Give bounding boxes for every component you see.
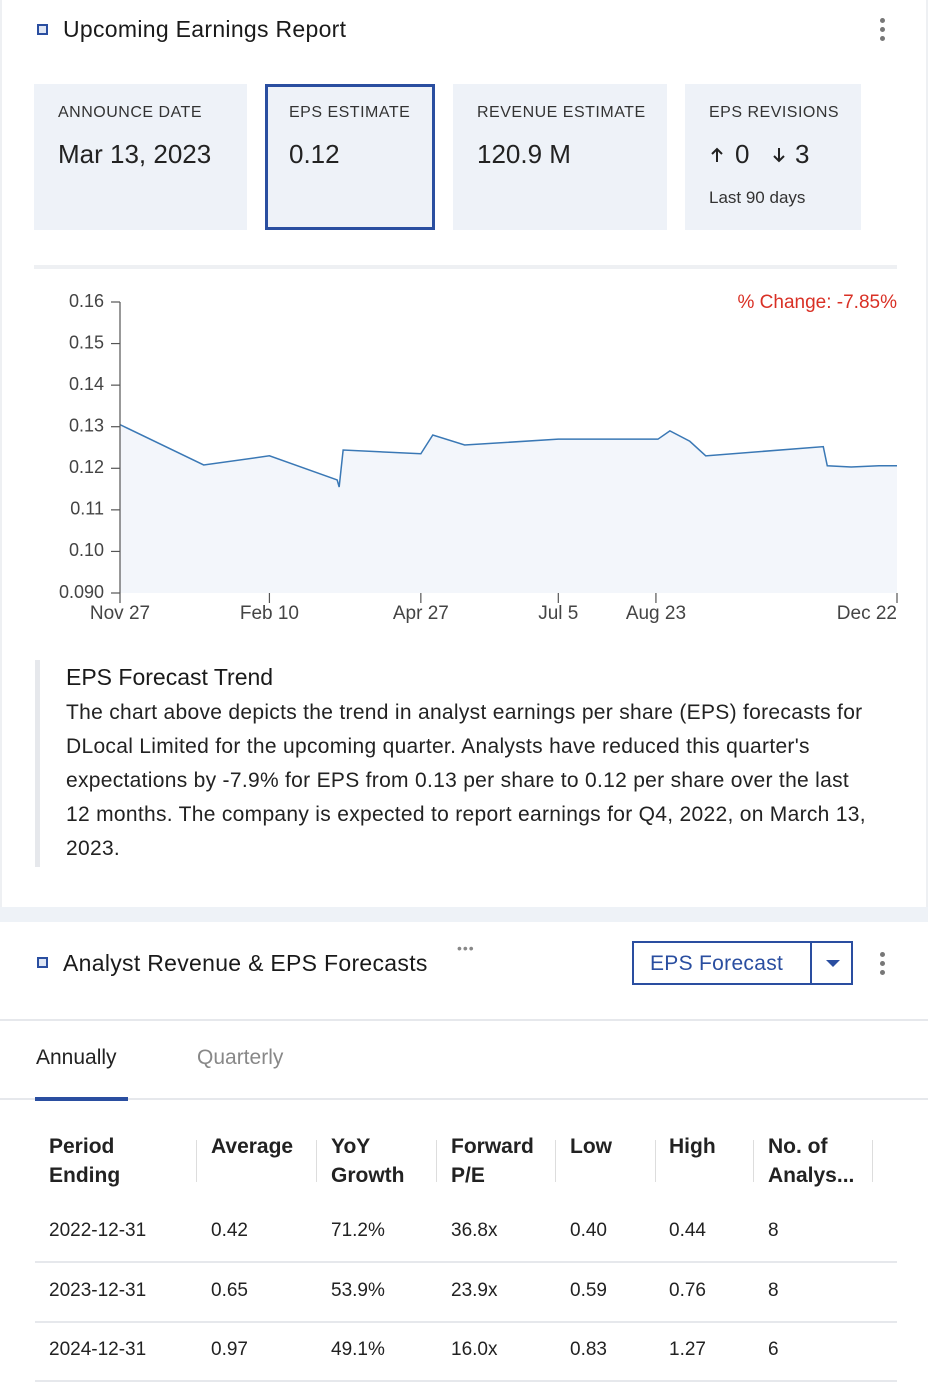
divider	[0, 1098, 928, 1100]
table-cell: 0.40	[570, 1220, 607, 1241]
y-tick-label: 0.14	[69, 374, 104, 394]
column-separator	[555, 1140, 556, 1182]
table-cell: 0.44	[669, 1220, 706, 1241]
up-arrow	[711, 147, 723, 162]
revisions-up: 0	[735, 139, 750, 169]
column-header: Low	[570, 1135, 612, 1158]
section-title: Analyst Revenue & EPS Forecasts	[63, 950, 428, 976]
card-label: ANNOUNCE DATE	[58, 104, 202, 121]
table-cell: 2022-12-31	[49, 1220, 147, 1241]
border	[0, 0, 2, 907]
table-cell: 0.42	[211, 1220, 248, 1241]
table-cell: 16.0x	[451, 1339, 498, 1360]
tab[interactable]: Annually	[36, 1046, 117, 1069]
border	[926, 0, 928, 907]
trend-text: The chart above depicts the trend in ana…	[66, 701, 866, 860]
y-tick-label: 0.12	[69, 457, 104, 477]
table-cell: 36.8x	[451, 1220, 498, 1241]
table-cell: 0.76	[669, 1279, 706, 1301]
x-tick-label: Jul 5	[538, 603, 578, 624]
area	[120, 424, 897, 593]
table-cell: 0.65	[211, 1279, 248, 1301]
section-gap	[0, 907, 928, 922]
dropdown-divider	[810, 943, 812, 983]
table-cell: 8	[768, 1220, 779, 1241]
column-header: Average	[211, 1135, 294, 1158]
x-tick-label: Apr 27	[393, 603, 449, 624]
menu-button[interactable]	[880, 18, 886, 45]
row-divider	[35, 1261, 897, 1263]
table-cell: 53.9%	[331, 1279, 385, 1301]
column-separator	[196, 1140, 197, 1182]
line	[119, 423, 897, 488]
card-value: 120.9 M	[477, 139, 571, 169]
card: ANNOUNCE DATE Mar 13, 2023	[34, 84, 247, 230]
card-label: EPS ESTIMATE	[289, 104, 411, 121]
column-header: No. of Analys...	[768, 1135, 855, 1187]
eps-chart: % Change: -7.85% 0.16 0.15 0.14 0.13 0.12 0.1…	[59, 291, 898, 624]
column-separator	[872, 1140, 873, 1182]
y-tick-label: 0.090	[59, 582, 104, 602]
section-icon	[37, 24, 48, 35]
table-cell: 8	[768, 1279, 779, 1301]
y-tick-label: 0.16	[69, 291, 104, 311]
chart-annotation: % Change: -7.85%	[738, 292, 898, 313]
y-tick-label: 0.15	[69, 332, 104, 352]
x-tick-label: Aug 23	[626, 603, 686, 624]
column-separator	[316, 1140, 317, 1182]
card-value: 0.12	[289, 139, 340, 169]
table-cell: 1.27	[669, 1339, 706, 1360]
card-value: Mar 13, 2023	[58, 139, 212, 169]
table-cell: 23.9x	[451, 1279, 498, 1301]
table-cell: 6	[768, 1339, 779, 1360]
menu-button[interactable]	[880, 952, 886, 979]
column-header: Forward P/E	[451, 1135, 534, 1187]
table-cell: 0.59	[570, 1279, 607, 1301]
card: EPS REVISIONS 0 3 Last 90 days	[685, 84, 861, 230]
column-separator	[655, 1140, 656, 1182]
trend-title: EPS Forecast Trend	[66, 664, 274, 690]
column-header: Period Ending	[49, 1135, 121, 1187]
card-note: Last 90 days	[709, 188, 806, 207]
section-title: Upcoming Earnings Report	[63, 16, 347, 42]
y-tick-label: 0.10	[69, 540, 104, 560]
table-cell: 2023-12-31	[49, 1279, 147, 1301]
divider	[34, 265, 897, 269]
quote-bar	[35, 660, 40, 867]
row-divider	[35, 1320, 897, 1323]
y-tick-label: 0.11	[70, 499, 104, 519]
table-cell: 0.97	[211, 1339, 248, 1360]
divider	[0, 1019, 928, 1021]
tab[interactable]: Quarterly	[197, 1046, 284, 1069]
card: REVENUE ESTIMATE 120.9 M	[453, 84, 667, 230]
table-cell: 49.1%	[331, 1339, 385, 1360]
column-separator	[753, 1140, 754, 1182]
column-separator	[436, 1140, 437, 1182]
y-tick-label: 0.13	[69, 415, 104, 435]
dropdown-caret	[826, 960, 840, 967]
card-label: EPS REVISIONS	[709, 104, 840, 121]
dropdown[interactable]: EPS Forecast	[632, 941, 853, 985]
column-header: YoY Growth	[331, 1135, 405, 1187]
revisions-down: 3	[795, 139, 810, 169]
x-tick-label: Feb 10	[240, 603, 299, 624]
x-tick-label: Nov 27	[90, 603, 150, 624]
table-cell: 0.83	[570, 1339, 607, 1360]
table-cell: 2024-12-31	[49, 1339, 147, 1360]
card-label: REVENUE ESTIMATE	[477, 104, 646, 121]
row-divider	[35, 1380, 897, 1382]
tab-indicator	[35, 1097, 128, 1101]
card[interactable]: EPS ESTIMATE 0.12	[265, 84, 435, 230]
info-dots[interactable]: •••	[457, 940, 475, 956]
section-icon	[37, 957, 48, 968]
down-arrow	[773, 148, 785, 163]
dropdown-label: EPS Forecast	[650, 952, 784, 975]
column-header: High	[669, 1135, 716, 1158]
table-cell: 71.2%	[331, 1220, 385, 1241]
x-tick-label: Dec 22	[837, 603, 897, 624]
